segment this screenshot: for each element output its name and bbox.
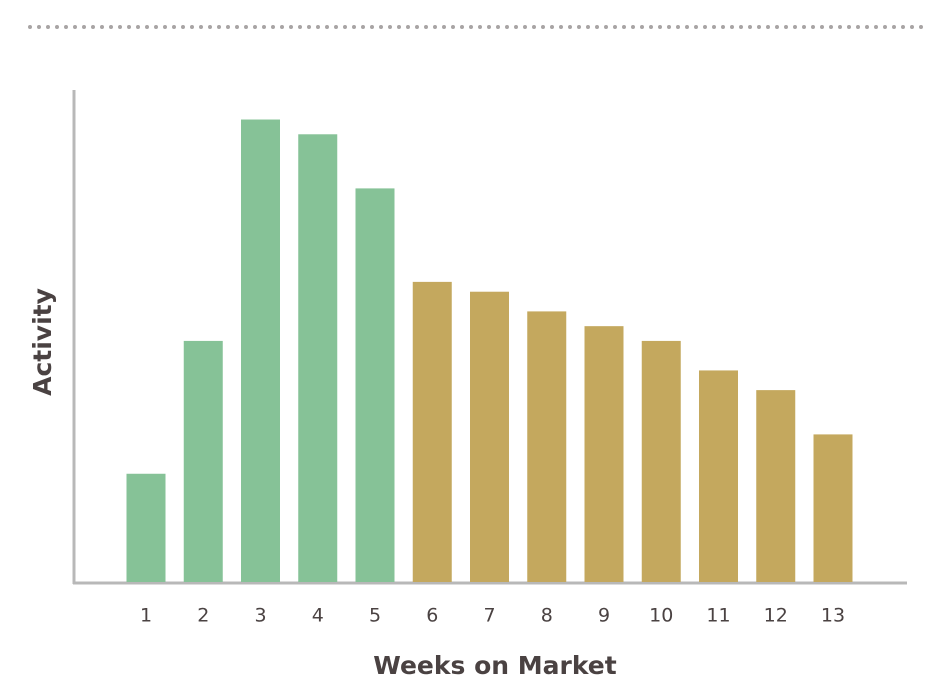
bar [756,390,796,582]
x-tick-label: 7 [483,605,495,627]
x-tick-label: 1 [140,605,152,627]
bar [412,281,452,582]
bar [699,370,738,582]
bar [813,434,853,582]
bar [183,340,223,582]
x-tick-label: 4 [312,605,324,627]
x-tick-label: 8 [541,605,553,627]
x-tick-label: 5 [369,605,381,627]
x-tick-label: 3 [254,605,266,627]
x-axis-title: Weeks on Market [373,651,616,680]
bar [241,119,280,583]
x-tick-label: 9 [598,605,610,627]
x-tick-label: 12 [764,605,788,627]
bar [641,340,681,582]
bar [298,134,338,582]
bar [355,188,395,582]
bar [470,291,509,582]
y-axis-title: Activity [28,288,57,396]
x-tick-label: 11 [706,605,730,627]
bar [584,326,624,582]
x-tick-label: 10 [649,605,673,627]
bar [126,473,166,582]
bar [527,311,567,582]
x-tick-label: 13 [821,605,845,627]
x-tick-label: 6 [426,605,438,627]
x-tick-label: 2 [197,605,209,627]
